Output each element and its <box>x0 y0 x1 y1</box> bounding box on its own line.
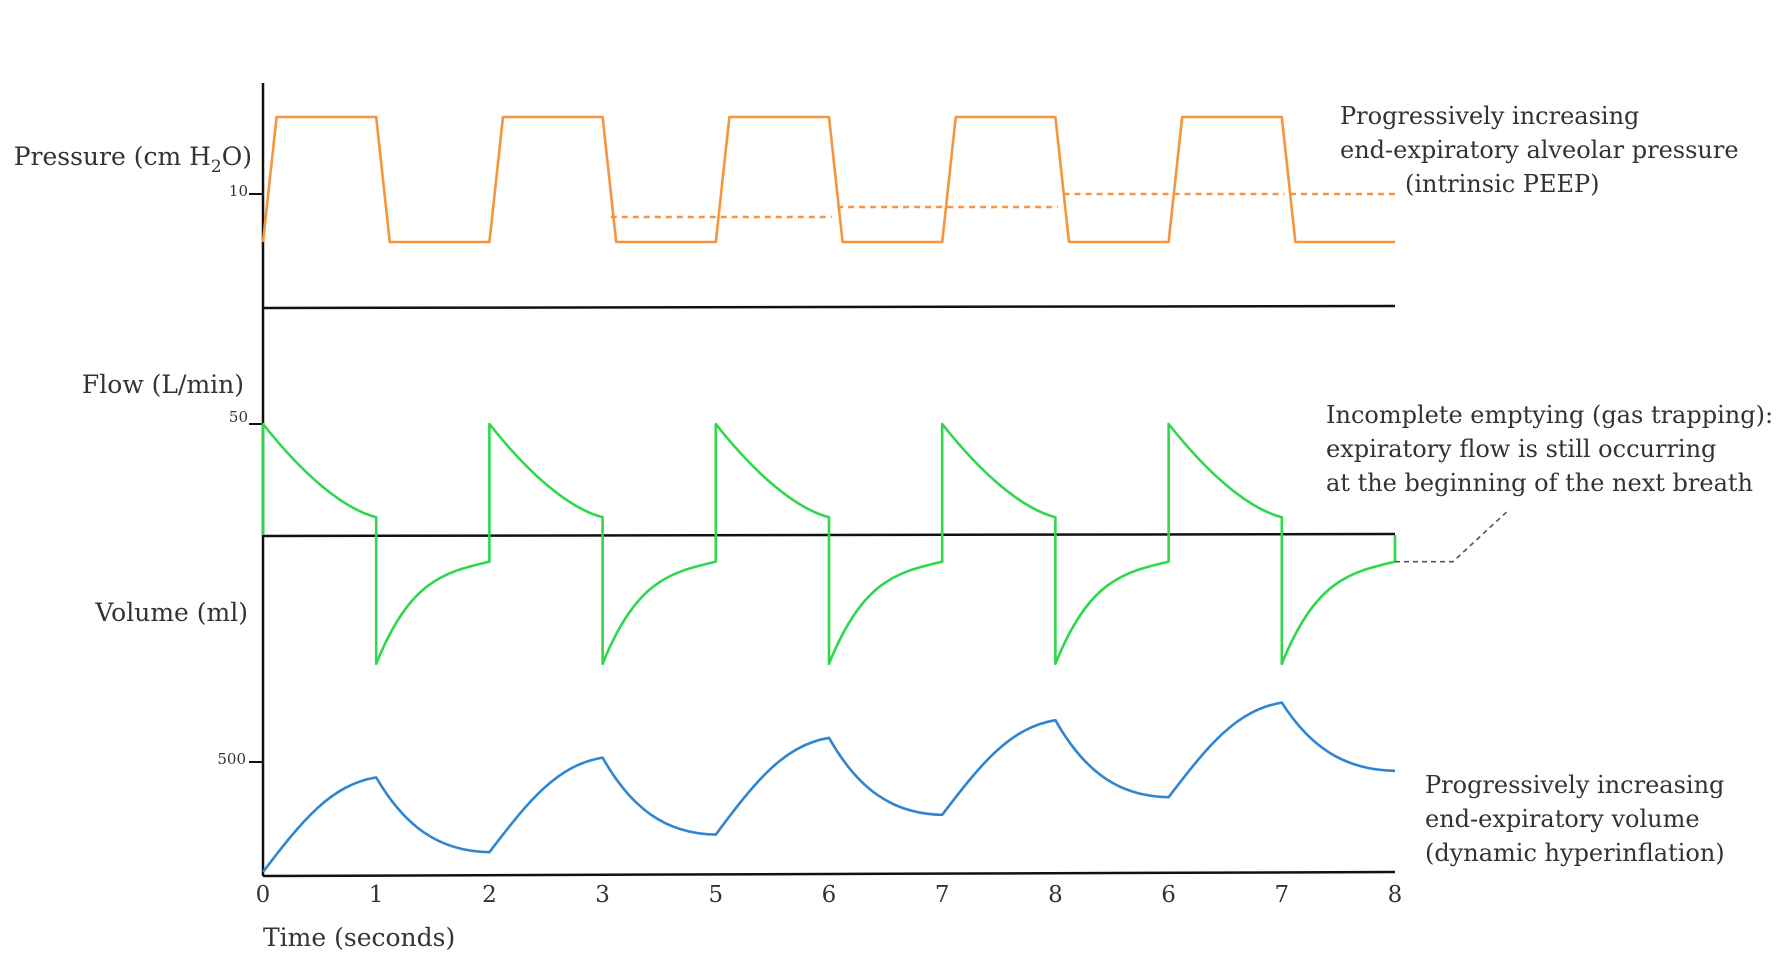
series-group <box>261 115 1508 873</box>
axes-group <box>249 83 1396 878</box>
x-tick-label: 6 <box>1161 882 1176 908</box>
pressure-waveform <box>261 115 1395 244</box>
volume-waveform <box>261 701 1396 873</box>
pressure-annotation: Progressively increasing end-expiratory … <box>1340 102 1739 198</box>
volume-annotation-line-1: Progressively increasing <box>1425 771 1724 799</box>
x-tick-label: 8 <box>1048 882 1063 908</box>
x-tick-label: 3 <box>595 882 610 908</box>
volume-axis-label: Volume (ml) <box>94 598 248 627</box>
x-tick-label: 8 <box>1388 882 1403 908</box>
x-axis-title: Time (seconds) <box>263 923 455 952</box>
pressure-baseline <box>262 304 1396 310</box>
flow-annotation-line-1: Incomplete emptying (gas trapping): <box>1326 401 1773 429</box>
x-tick-label: 6 <box>822 882 837 908</box>
time-axis-line <box>262 870 1396 878</box>
flow-tick-label: 50 <box>229 408 248 426</box>
flow-annotation-line-3: at the beginning of the next breath <box>1326 469 1753 497</box>
x-tick-label: 1 <box>369 882 384 908</box>
x-tick-label: 7 <box>1274 882 1289 908</box>
volume-tick-label: 500 <box>217 750 246 768</box>
pressure-tick-label: 10 <box>229 182 248 200</box>
pressure-annotation-line-3: (intrinsic PEEP) <box>1405 170 1600 198</box>
gas-trapping-callout <box>1395 511 1508 563</box>
flow-axis-label: Flow (L/min) <box>82 370 244 399</box>
volume-annotation-line-3: (dynamic hyperinflation) <box>1425 839 1725 867</box>
x-tick-labels: 0 1 2 3 5 6 7 8 6 7 8 <box>256 882 1403 908</box>
volume-annotation-line-2: end-expiratory volume <box>1425 805 1700 833</box>
pressure-annotation-line-2: end-expiratory alveolar pressure <box>1340 136 1739 164</box>
flow-waveform <box>261 422 1397 666</box>
x-tick-label: 0 <box>256 882 271 908</box>
flow-annotation: Incomplete emptying (gas trapping): expi… <box>1326 401 1773 497</box>
x-tick-label: 2 <box>482 882 497 908</box>
pressure-axis-label: Pressure (cm H2O) <box>14 142 252 177</box>
x-tick-label: 7 <box>935 882 950 908</box>
x-tick-label: 5 <box>708 882 723 908</box>
volume-annotation: Progressively increasing end-expiratory … <box>1425 771 1725 867</box>
pressure-annotation-line-1: Progressively increasing <box>1340 102 1639 130</box>
flow-annotation-line-2: expiratory flow is still occurring <box>1326 435 1716 463</box>
